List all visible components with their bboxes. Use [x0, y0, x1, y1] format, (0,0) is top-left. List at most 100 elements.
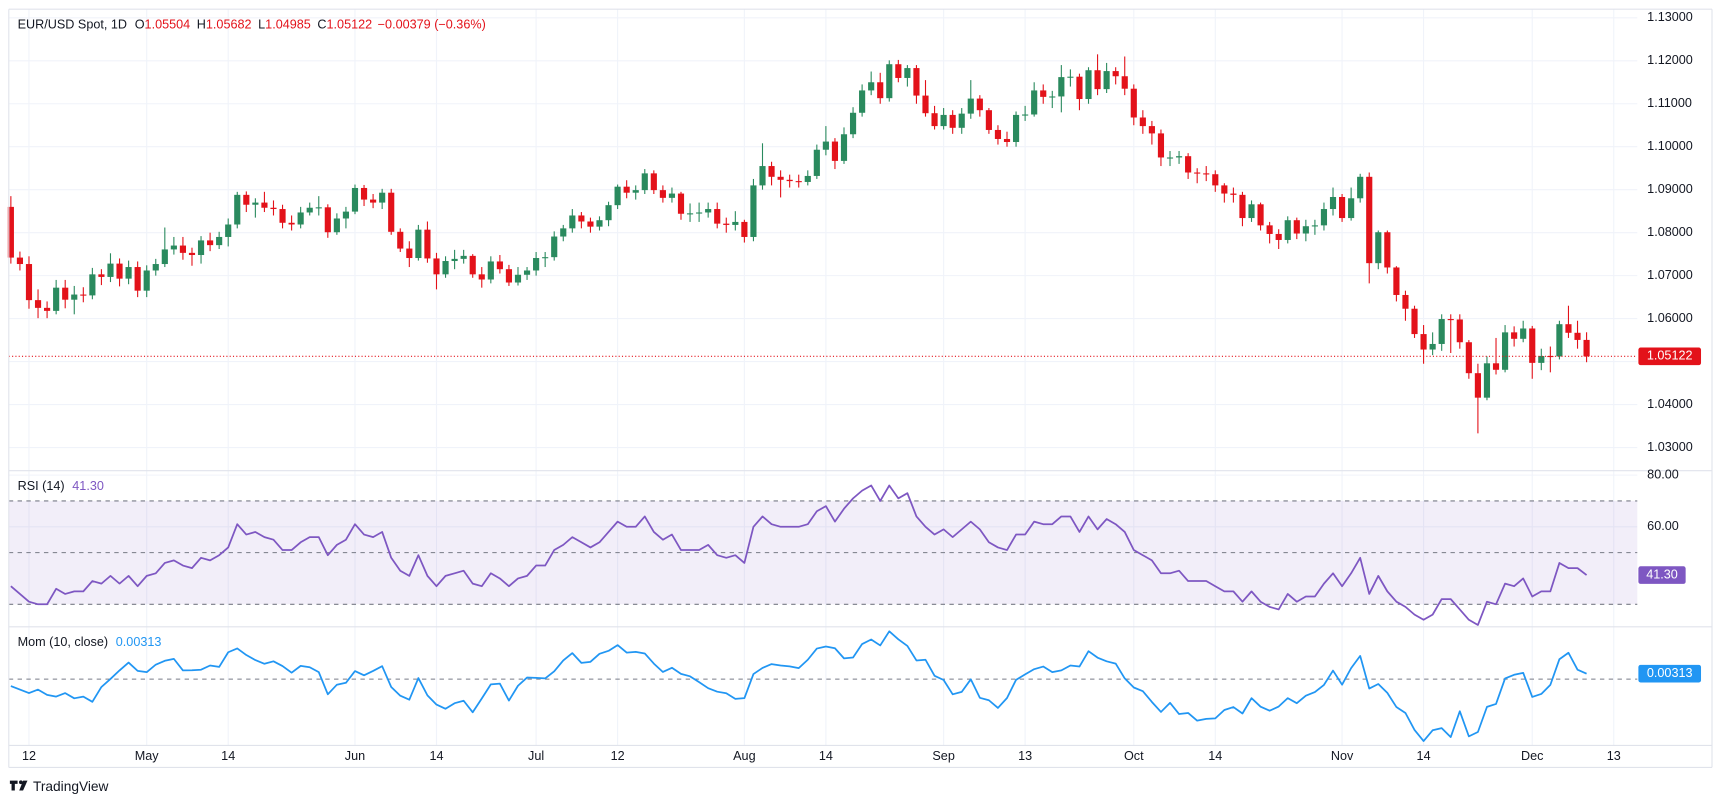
candle-body: [786, 179, 793, 182]
y-tick-label: 1.12000: [1647, 53, 1693, 67]
candle-body: [1429, 343, 1436, 350]
y-tick-label: 1.10000: [1647, 139, 1693, 153]
candle-body: [732, 221, 739, 225]
candle-body: [1338, 196, 1346, 219]
candle-body: [1574, 332, 1581, 340]
candle-body: [469, 255, 476, 275]
candle-body: [1329, 196, 1337, 210]
candle-body: [1547, 355, 1554, 358]
candle-body: [1501, 332, 1509, 370]
candle-body: [306, 207, 313, 213]
candle-body: [859, 90, 866, 113]
last-price-label: 1.05122: [1647, 349, 1693, 363]
candle-body: [614, 186, 621, 206]
candle-body: [424, 229, 431, 259]
candle-body: [750, 185, 757, 237]
y-tick-label: 1.04000: [1647, 397, 1693, 411]
candle-body: [840, 134, 848, 161]
x-tick-label: Nov: [1331, 749, 1354, 763]
candle-body: [1022, 114, 1029, 116]
x-tick-label: 14: [429, 749, 443, 763]
candle-body: [1357, 176, 1364, 199]
candle-body: [1483, 363, 1491, 398]
candle-body: [1085, 70, 1092, 100]
candle-body: [1248, 204, 1255, 219]
y-tick-label: 1.03000: [1647, 440, 1693, 454]
candle-body: [80, 294, 87, 296]
candle-body: [25, 264, 33, 301]
candle-body: [677, 193, 685, 214]
candle-body: [270, 207, 277, 210]
candle-body: [578, 215, 585, 222]
candle-body: [1474, 373, 1481, 398]
candle-body: [686, 213, 694, 215]
candle-body: [1438, 319, 1445, 344]
candle-body: [1275, 233, 1282, 240]
candle-body: [1257, 204, 1264, 226]
candle-body: [1538, 355, 1545, 363]
ohlc-value: 1.04985: [265, 18, 311, 32]
candle-body: [1293, 220, 1300, 234]
candle-body: [261, 202, 268, 208]
candle-body: [542, 257, 549, 259]
candle-body: [1375, 232, 1382, 264]
candle-body: [659, 190, 666, 198]
candle-body: [397, 231, 404, 249]
tradingview-logo: [9, 780, 28, 791]
ohlc-legend: EUR/USD Spot, 1D O1.05504 H1.05682 L1.04985…: [18, 18, 486, 32]
candle-body: [922, 95, 929, 114]
candle-body: [179, 245, 187, 253]
candle-body: [1103, 71, 1110, 90]
mom-tag-label: 0.00313: [1647, 666, 1693, 680]
candle-body: [1058, 77, 1065, 97]
candle-body: [1465, 342, 1472, 374]
candle-body: [1284, 220, 1291, 240]
candle-body: [777, 176, 784, 180]
candle-body: [1266, 225, 1273, 234]
rsi-tag-label: 41.30: [1646, 567, 1678, 581]
candle-body: [16, 257, 23, 265]
candle-body: [1302, 226, 1309, 234]
candle-body: [1520, 328, 1527, 339]
candle-body: [7, 206, 14, 258]
candle-body: [1049, 96, 1056, 98]
candle-body: [623, 186, 630, 193]
candle-body: [143, 270, 150, 291]
candle-body: [53, 287, 60, 311]
candle-body: [696, 212, 703, 214]
y-tick-label: 1.06000: [1647, 311, 1693, 325]
candle-body: [433, 258, 440, 275]
candle-body: [442, 261, 449, 275]
candle-body: [605, 205, 612, 221]
candle-body: [161, 249, 168, 265]
rsi-legend: RSI (14) 41.30: [18, 480, 104, 494]
candle-body: [379, 192, 386, 203]
candle-body: [831, 141, 839, 161]
candle-body: [1411, 308, 1418, 335]
candle-body: [1230, 193, 1237, 195]
candle-body: [460, 255, 467, 259]
mom-value: 0.00313: [116, 636, 162, 650]
candle-body: [505, 269, 513, 283]
candle-body: [886, 64, 893, 99]
x-tick-label: 14: [221, 749, 235, 763]
candle-body: [1565, 324, 1572, 333]
x-tick-label: 14: [1208, 749, 1222, 763]
candle-body: [116, 263, 123, 279]
candle-body: [714, 209, 721, 224]
candle-body: [360, 187, 368, 200]
x-tick-label: 12: [22, 749, 36, 763]
x-tick-label: Sep: [932, 749, 954, 763]
y-tick-label: 1.11000: [1647, 96, 1692, 110]
x-tick-label: 12: [611, 749, 625, 763]
last-price-tag: [1638, 347, 1702, 366]
x-tick-label: 14: [819, 749, 833, 763]
candle-body: [569, 215, 576, 229]
candle-body: [958, 113, 965, 128]
x-tick-label: Aug: [733, 749, 755, 763]
candle-body: [288, 222, 295, 225]
candle-body: [496, 261, 503, 270]
ohlc-key: H: [197, 18, 206, 32]
